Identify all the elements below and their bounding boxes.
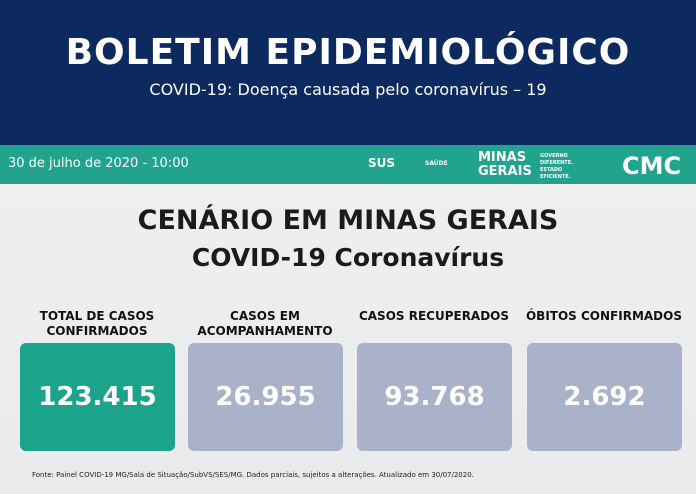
- card-value: 26.955: [188, 343, 343, 451]
- slogan: GOVERNO DIFERENTE. ESTADO EFICIENTE.: [540, 153, 574, 180]
- card-value: 2.692: [527, 343, 682, 451]
- header: [0, 0, 696, 145]
- title: BOLETIM EPIDEMIOLÓGICO: [65, 32, 631, 73]
- minas-logo: MINAS GERAIS: [478, 150, 532, 179]
- card-label: CASOS EM ACOMPANHAMENTO: [197, 309, 333, 338]
- card-label: CASOS RECUPERADOS: [358, 309, 510, 323]
- card-label: TOTAL DE CASOS CONFIRMADOS: [39, 309, 155, 338]
- saude-logo: SAÚDE: [425, 160, 448, 167]
- card-label: ÓBITOS CONFIRMADOS: [525, 309, 682, 323]
- source: Fonte: Painel COVID-19 MG/Sala de Situaç…: [32, 471, 474, 479]
- card-value: 123.415: [20, 343, 175, 451]
- section-title: CENÁRIO EM MINAS GERAIS: [137, 205, 559, 236]
- info-bar: [0, 145, 696, 184]
- card-value: 93.768: [357, 343, 512, 451]
- sus-logo: SUS: [368, 156, 396, 170]
- cmc-logo: CMC: [622, 152, 682, 180]
- section-subtitle: COVID-19 Coronavírus: [191, 243, 505, 272]
- date: 30 de julho de 2020 - 10:00: [8, 156, 189, 171]
- subtitle: COVID-19: Doença causada pelo coronavíru…: [149, 80, 547, 99]
